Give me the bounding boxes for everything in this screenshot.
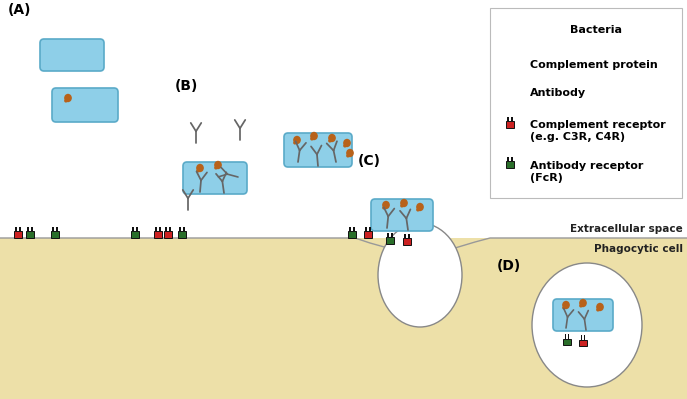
Ellipse shape bbox=[328, 134, 336, 142]
Bar bbox=[352, 227, 354, 231]
Ellipse shape bbox=[64, 99, 67, 103]
Bar bbox=[369, 227, 370, 231]
FancyBboxPatch shape bbox=[514, 16, 570, 44]
Ellipse shape bbox=[346, 149, 354, 157]
Text: (C): (C) bbox=[358, 154, 381, 168]
Ellipse shape bbox=[378, 223, 462, 327]
Ellipse shape bbox=[596, 303, 604, 311]
Ellipse shape bbox=[64, 94, 72, 102]
Ellipse shape bbox=[562, 301, 570, 309]
Bar bbox=[169, 227, 170, 231]
Bar bbox=[183, 227, 185, 231]
Ellipse shape bbox=[343, 139, 351, 147]
Ellipse shape bbox=[382, 201, 390, 209]
Bar bbox=[178, 231, 185, 238]
Bar bbox=[365, 227, 368, 231]
Bar bbox=[403, 238, 411, 245]
Bar bbox=[155, 227, 157, 231]
Ellipse shape bbox=[416, 203, 424, 211]
Text: Antibody receptor
(FcR): Antibody receptor (FcR) bbox=[530, 161, 643, 183]
Bar bbox=[391, 233, 393, 237]
Text: Phagocytic cell: Phagocytic cell bbox=[594, 244, 683, 254]
Bar bbox=[350, 227, 351, 231]
Bar bbox=[508, 156, 509, 161]
Bar bbox=[565, 334, 566, 339]
Bar bbox=[52, 227, 54, 231]
Ellipse shape bbox=[382, 206, 385, 209]
Bar bbox=[348, 231, 356, 238]
Ellipse shape bbox=[293, 136, 301, 144]
FancyBboxPatch shape bbox=[183, 162, 247, 194]
Ellipse shape bbox=[328, 139, 332, 142]
Bar bbox=[584, 335, 585, 340]
Text: Antibody: Antibody bbox=[530, 88, 586, 98]
Ellipse shape bbox=[310, 132, 318, 140]
Bar bbox=[567, 334, 570, 339]
Polygon shape bbox=[0, 238, 687, 399]
Bar bbox=[26, 231, 34, 238]
Bar bbox=[154, 231, 162, 238]
Bar bbox=[131, 231, 139, 238]
Ellipse shape bbox=[400, 204, 404, 207]
Bar bbox=[15, 227, 17, 231]
Bar bbox=[407, 233, 409, 238]
Bar bbox=[563, 339, 571, 345]
Bar bbox=[506, 121, 514, 128]
Bar bbox=[387, 233, 390, 237]
Bar bbox=[52, 231, 59, 238]
Bar bbox=[159, 227, 161, 231]
Text: (B): (B) bbox=[175, 79, 199, 93]
Bar bbox=[490, 8, 682, 198]
Ellipse shape bbox=[579, 299, 587, 307]
Bar bbox=[133, 227, 134, 231]
Bar bbox=[164, 231, 172, 238]
Ellipse shape bbox=[343, 144, 347, 148]
Text: Bacteria: Bacteria bbox=[570, 25, 622, 35]
FancyBboxPatch shape bbox=[371, 199, 433, 231]
Bar bbox=[166, 227, 167, 231]
Text: Complement protein: Complement protein bbox=[530, 60, 657, 70]
Ellipse shape bbox=[579, 304, 583, 308]
Text: Complement receptor
(e.g. C3R, C4R): Complement receptor (e.g. C3R, C4R) bbox=[530, 120, 666, 142]
Bar bbox=[386, 237, 394, 244]
FancyBboxPatch shape bbox=[553, 299, 613, 331]
Ellipse shape bbox=[346, 154, 350, 158]
Ellipse shape bbox=[400, 199, 408, 207]
Bar bbox=[31, 227, 32, 231]
Text: (A): (A) bbox=[8, 3, 32, 17]
Bar bbox=[506, 161, 514, 168]
Bar bbox=[364, 231, 372, 238]
Bar bbox=[14, 231, 22, 238]
Bar bbox=[27, 227, 30, 231]
Bar bbox=[579, 340, 587, 346]
FancyBboxPatch shape bbox=[284, 133, 352, 167]
Ellipse shape bbox=[214, 166, 218, 170]
FancyBboxPatch shape bbox=[52, 88, 118, 122]
Ellipse shape bbox=[293, 141, 297, 144]
Bar bbox=[56, 227, 58, 231]
Ellipse shape bbox=[416, 208, 420, 211]
Bar bbox=[136, 227, 137, 231]
Ellipse shape bbox=[310, 137, 314, 140]
Ellipse shape bbox=[196, 169, 200, 172]
Bar bbox=[405, 233, 406, 238]
Ellipse shape bbox=[506, 66, 510, 70]
Text: (D): (D) bbox=[497, 259, 521, 273]
FancyBboxPatch shape bbox=[40, 39, 104, 71]
Bar bbox=[510, 156, 513, 161]
Ellipse shape bbox=[532, 263, 642, 387]
Ellipse shape bbox=[562, 306, 565, 310]
Text: Extracellular space: Extracellular space bbox=[570, 224, 683, 234]
Bar bbox=[510, 117, 513, 121]
Bar bbox=[179, 227, 181, 231]
Bar bbox=[508, 117, 509, 121]
Bar bbox=[581, 335, 583, 340]
Bar bbox=[19, 227, 21, 231]
Ellipse shape bbox=[596, 308, 600, 312]
Ellipse shape bbox=[196, 164, 204, 172]
Ellipse shape bbox=[214, 161, 222, 169]
Ellipse shape bbox=[506, 60, 515, 70]
